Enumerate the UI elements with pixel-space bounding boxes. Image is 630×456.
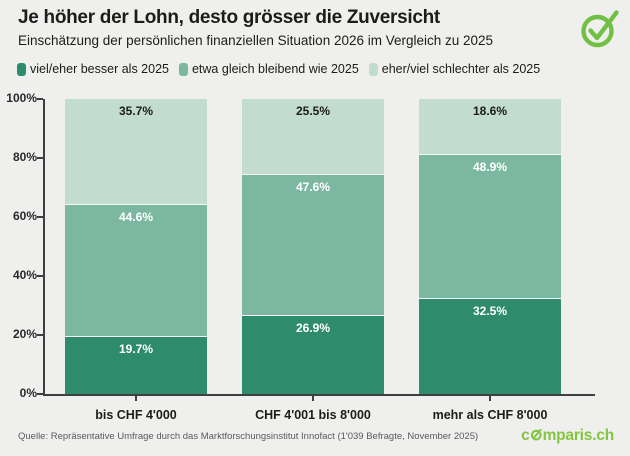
bar-segment: 44.6% — [65, 204, 207, 336]
y-axis-tick-label: 40% — [12, 268, 37, 282]
y-axis-tick-label: 80% — [12, 150, 37, 164]
x-axis-tick — [135, 396, 137, 401]
legend-label: etwa gleich bleibend wie 2025 — [191, 62, 359, 76]
x-axis-tick — [489, 396, 491, 401]
stacked-bar: 18.6% 48.9% 32.5% — [419, 99, 561, 394]
bar-value-label: 26.9% — [295, 320, 331, 335]
legend: viel/eher besser als 2025 etwa gleich ble… — [17, 62, 540, 76]
legend-swatch-icon — [368, 62, 378, 76]
bar-value-label: 47.6% — [295, 180, 331, 195]
wordmark-text-post: mparis.ch — [542, 427, 615, 444]
wordmark-text-pre: c — [521, 427, 530, 444]
stacked-bar: 35.7% 44.6% 19.7% — [65, 99, 207, 394]
y-axis-tick — [37, 216, 43, 218]
y-axis-tick — [37, 98, 43, 100]
bar-segment: 35.7% — [65, 99, 207, 205]
y-axis-tick — [37, 334, 43, 336]
page-title: Je höher der Lohn, desto grösser die Zuv… — [18, 7, 440, 28]
bar-segment: 25.5% — [242, 99, 384, 175]
bar-segment: 19.7% — [65, 335, 207, 394]
bar-segment: 18.6% — [419, 99, 561, 154]
x-axis-category-label: bis CHF 4'000 — [95, 408, 177, 422]
y-axis-tick-label: 0% — [19, 386, 37, 400]
legend-label: viel/eher besser als 2025 — [30, 62, 169, 76]
legend-label: eher/viel schlechter als 2025 — [381, 62, 541, 76]
y-axis-tick — [37, 275, 43, 277]
legend-item: etwa gleich bleibend wie 2025 — [178, 62, 359, 76]
x-axis-category-label: CHF 4'001 bis 8'000 — [255, 408, 371, 422]
bar-value-label: 48.9% — [472, 159, 508, 174]
y-axis-tick — [37, 157, 43, 159]
bar-value-label: 19.7% — [118, 341, 154, 356]
y-axis-tick — [37, 393, 43, 395]
y-axis-tick-label: 100% — [6, 91, 37, 105]
bar-segment: 32.5% — [419, 298, 561, 394]
legend-swatch-icon — [178, 62, 188, 76]
y-axis-tick-label: 60% — [12, 209, 37, 223]
legend-item: eher/viel schlechter als 2025 — [368, 62, 541, 76]
bar-value-label: 25.5% — [295, 104, 331, 119]
comparis-wordmark: c mparis.ch — [521, 427, 614, 445]
bar-segment: 47.6% — [242, 174, 384, 315]
bar-value-label: 18.6% — [472, 104, 508, 119]
x-axis-category-label: mehr als CHF 8'000 — [432, 408, 548, 422]
bar-value-label: 35.7% — [118, 104, 154, 119]
plot-area: 0% 20% 40% 60% 80% 100% 35.7% 44.6% 19.7% bis CHF… — [6, 91, 595, 422]
comparis-o-icon — [530, 428, 542, 441]
bar-value-label: 44.6% — [118, 210, 154, 225]
y-axis-tick-label: 20% — [12, 327, 37, 341]
bar-value-label: 32.5% — [472, 304, 508, 319]
bar-segment: 48.9% — [419, 153, 561, 299]
source-note: Quelle: Repräsentative Umfrage durch das… — [18, 431, 479, 442]
page-subtitle: Einschätzung der persönlichen finanziell… — [18, 33, 494, 48]
x-axis-tick — [312, 396, 314, 401]
bar-segment: 26.9% — [242, 314, 384, 394]
stacked-bar: 25.5% 47.6% 26.9% — [242, 99, 384, 394]
legend-item: viel/eher besser als 2025 — [17, 62, 169, 76]
comparis-check-icon — [581, 10, 619, 48]
legend-swatch-icon — [17, 62, 26, 76]
